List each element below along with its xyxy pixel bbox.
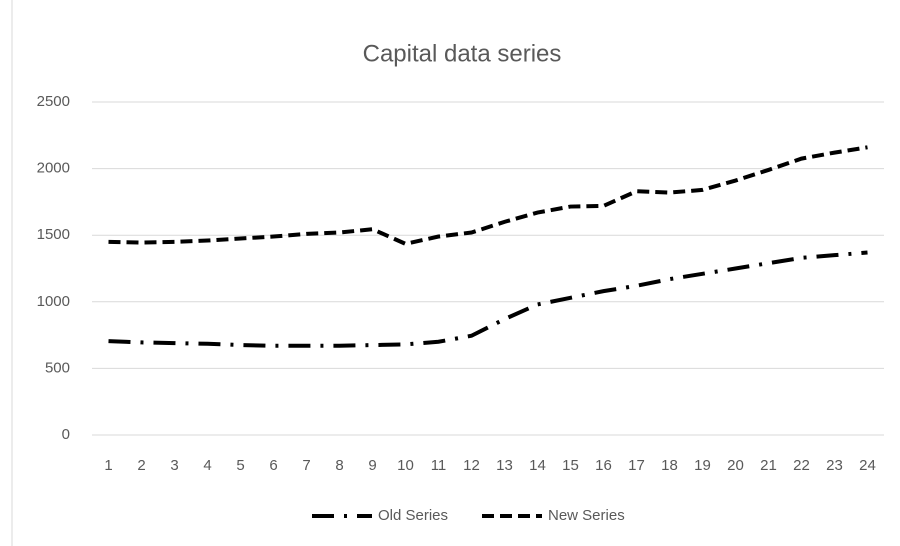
x-tick-label: 9 [368, 457, 376, 474]
x-tick-label: 10 [397, 457, 414, 474]
x-tick-label: 4 [203, 457, 211, 474]
x-tick-label: 20 [727, 457, 744, 474]
x-tick-label: 14 [529, 457, 546, 474]
y-tick-label: 1000 [37, 293, 70, 310]
x-tick-label: 22 [793, 457, 810, 474]
x-tick-label: 8 [335, 457, 343, 474]
y-tick-label: 2000 [37, 160, 70, 177]
x-tick-label: 21 [760, 457, 777, 474]
series-line [108, 145, 868, 246]
x-tick-label: 12 [463, 457, 480, 474]
x-tick-label: 5 [236, 457, 244, 474]
y-tick-label: 2500 [37, 93, 70, 110]
legend-label: New Series [548, 507, 625, 524]
x-tick-label: 24 [859, 457, 876, 474]
x-tick-label: 15 [562, 457, 579, 474]
x-tick-label: 19 [694, 457, 711, 474]
x-tick-label: 2 [137, 457, 145, 474]
x-tick-label: 1 [104, 457, 112, 474]
x-tick-label: 23 [826, 457, 843, 474]
x-tick-label: 11 [431, 457, 447, 474]
x-tick-label: 16 [595, 457, 612, 474]
x-tick-label: 3 [170, 457, 178, 474]
y-tick-label: 1500 [37, 226, 70, 243]
x-tick-label: 6 [269, 457, 277, 474]
chart-title: Capital data series [363, 40, 562, 67]
x-tick-label: 17 [628, 457, 645, 474]
x-tick-label: 18 [661, 457, 678, 474]
legend-label: Old Series [378, 507, 448, 524]
series-line [108, 250, 868, 348]
y-tick-label: 500 [45, 359, 70, 376]
x-tick-label: 7 [302, 457, 310, 474]
y-tick-label: 0 [62, 426, 70, 443]
x-tick-label: 13 [496, 457, 513, 474]
